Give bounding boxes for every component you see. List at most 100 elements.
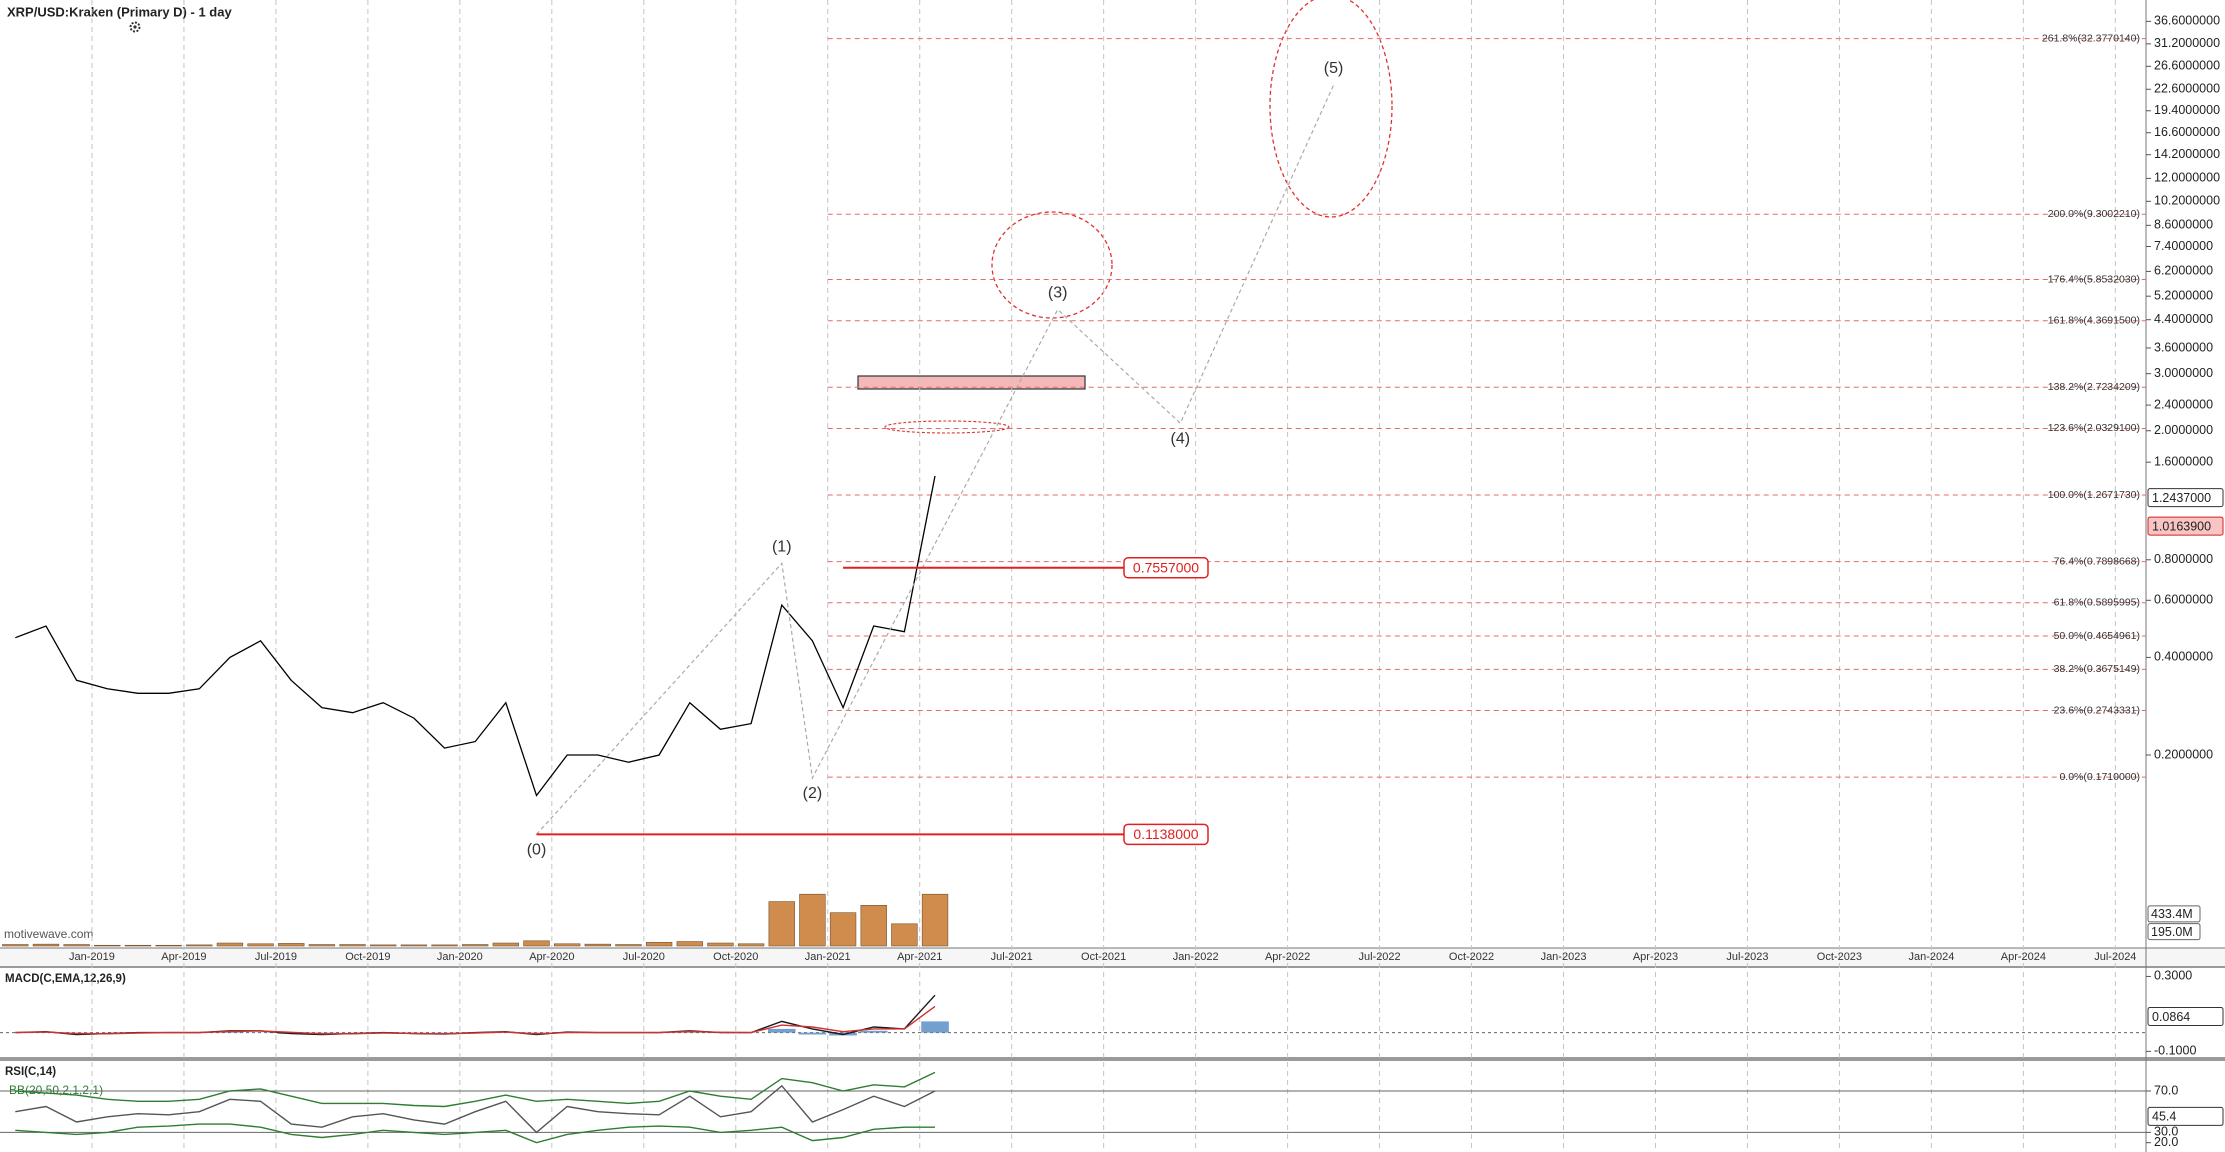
price-line — [15, 475, 936, 797]
histogram-bar — [308, 1032, 336, 1034]
volume-bar — [431, 944, 458, 947]
bb-subtitle: BB(20,50,2,1,2,1) — [9, 1083, 103, 1097]
x-tick-label: Apr-2020 — [529, 951, 574, 963]
y-tick-label: 14.2000000 — [2154, 147, 2220, 161]
panel — [2, 38, 2146, 947]
volume-bar — [32, 943, 60, 947]
fib-label: 50.0%(0.4654961) — [2054, 630, 2140, 642]
y-tick-label: 3.0000000 — [2154, 366, 2213, 380]
y-tick-label: 0.4000000 — [2154, 650, 2213, 664]
macd-title: MACD(C,EMA,12,26,9) — [5, 973, 126, 985]
y-tick-label: 0.2000000 — [2154, 747, 2213, 761]
price-tag-box — [2147, 1106, 2224, 1126]
x-tick-label: Apr-2019 — [161, 951, 206, 963]
x-tick-label: Jan-2021 — [805, 951, 851, 963]
x-tick-label: Apr-2023 — [1633, 951, 1678, 963]
histogram-bar — [675, 1031, 704, 1033]
series-line — [15, 1123, 935, 1144]
volume-bar — [829, 912, 857, 947]
series-line — [15, 1005, 936, 1035]
x-tick-label: Jul-2019 — [255, 951, 297, 963]
price-box-label: 0.7557000 — [1133, 560, 1199, 576]
price-tag-box — [2147, 516, 2224, 536]
volume-bar — [615, 944, 642, 947]
volume-bar — [216, 942, 244, 947]
target-ellipse — [991, 211, 1113, 319]
x-tick-label: Oct-2022 — [1449, 951, 1494, 963]
volume-bar — [155, 944, 182, 947]
volume-bar — [492, 942, 520, 947]
wave-label: (1) — [772, 539, 792, 556]
volume-bar — [370, 944, 397, 947]
volume-bar — [339, 944, 366, 947]
y-tick-label: 16.6000000 — [2154, 125, 2220, 139]
settings-icon[interactable] — [129, 21, 141, 33]
fib-label: 161.8%(4.3691500) — [2048, 314, 2140, 326]
price-box — [1123, 557, 1209, 579]
x-tick-label: Jul-2020 — [623, 951, 665, 963]
y-tick-label: -0.1000 — [2154, 1044, 2196, 1058]
y-tick-label: 36.6000000 — [2154, 14, 2220, 28]
volume-bar — [799, 893, 826, 947]
volume-bar — [400, 944, 428, 947]
fib-label: 0.0%(0.1710000) — [2059, 771, 2140, 783]
y-tick-label: 2.0000000 — [2154, 423, 2213, 437]
fib-label: 138.2%(2.7234209) — [2048, 381, 2140, 393]
x-tick-label: Jan-2023 — [1541, 951, 1587, 963]
panel — [0, 994, 2146, 1036]
y-tick-label: 26.6000000 — [2154, 59, 2220, 73]
volume-bar — [553, 943, 581, 947]
fib-label: 176.4%(5.8532030) — [2048, 273, 2140, 285]
y-tick-label: 31.2000000 — [2154, 36, 2220, 50]
y-tick-label: 20.0 — [2154, 1135, 2178, 1149]
y-tick-label: 3.6000000 — [2154, 340, 2213, 354]
y-tick-label: 22.6000000 — [2154, 82, 2220, 96]
series-line — [15, 1071, 936, 1108]
y-tick-label: 4.4000000 — [2154, 312, 2213, 326]
fib-label: 123.6%(2.0329100) — [2048, 422, 2140, 434]
chart-title: XRP/USD:Kraken (Primary D) - 1 day — [7, 4, 232, 19]
histogram-bar — [216, 1031, 244, 1033]
panel — [0, 1071, 2146, 1144]
x-tick-label: Oct-2019 — [345, 951, 390, 963]
y-tick-label: 1.6000000 — [2154, 454, 2213, 468]
panel-separator — [0, 1057, 2225, 1061]
volume-bar — [63, 944, 90, 947]
panel-separator — [0, 966, 2225, 968]
wave-label: (4) — [1171, 430, 1191, 447]
volume-bar — [921, 893, 949, 947]
volume-bar — [124, 944, 152, 947]
volume-bar — [860, 904, 887, 947]
watermark: motivewave.com — [4, 927, 93, 941]
fib-label: 61.8%(0.5895995) — [2054, 597, 2140, 609]
fib-label: 261.8%(32.3770140) — [2042, 32, 2140, 44]
y-tick-label: 19.4000000 — [2154, 103, 2220, 117]
x-tick-label: Apr-2022 — [1265, 951, 1310, 963]
y-tick-label: 0.6000000 — [2154, 593, 2213, 607]
volume-bar — [186, 944, 213, 947]
target-ellipse — [1269, 0, 1393, 218]
volume-bar — [891, 923, 918, 947]
volume-bar — [645, 941, 673, 947]
series-line — [15, 1084, 936, 1134]
volume-bar — [247, 943, 274, 947]
fib-label: 23.6%(0.2743331) — [2054, 704, 2140, 716]
x-tick-label: Jan-2020 — [437, 951, 483, 963]
price-tag-label: 45.4 — [2152, 1110, 2176, 1124]
x-tick-label: Apr-2021 — [897, 951, 942, 963]
wave-label: (2) — [803, 785, 823, 802]
x-tick-label: Jan-2022 — [1173, 951, 1219, 963]
date-axis-strip — [0, 948, 2225, 966]
volume-bar — [462, 944, 489, 947]
volume-bar — [584, 943, 611, 947]
y-tick-label: 12.0000000 — [2154, 171, 2220, 185]
y-tick-label: 7.4000000 — [2154, 239, 2213, 253]
x-tick-label: Oct-2020 — [713, 951, 758, 963]
volume-bar — [707, 942, 734, 947]
price-box-label: 0.1138000 — [1133, 826, 1198, 842]
price-tag-box — [2147, 1006, 2224, 1026]
fib-label: 200.0%(9.3002210) — [2048, 208, 2140, 220]
rsi-title: RSI(C,14) — [5, 1066, 56, 1078]
wave-label: (3) — [1048, 285, 1068, 302]
